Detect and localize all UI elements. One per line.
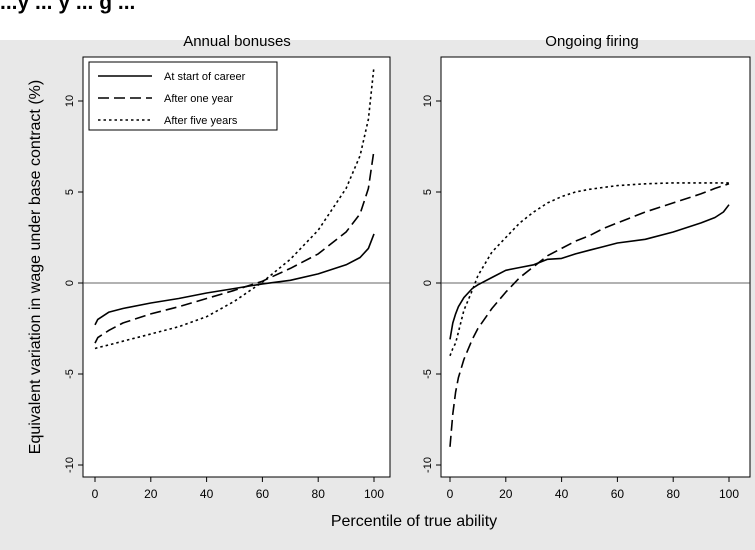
left-x-tick-label: 100 <box>364 487 384 501</box>
legend: At start of career After one year After fi… <box>89 62 277 130</box>
left-x-tick-label: 20 <box>144 487 158 501</box>
right-x-tick-label: 100 <box>719 487 739 501</box>
right-y-tick-label: 10 <box>422 95 434 107</box>
left-y-tick-label: 10 <box>64 95 76 107</box>
right-x-tick-label: 60 <box>611 487 625 501</box>
left-x-tick-label: 40 <box>200 487 214 501</box>
left-panel-title: Annual bonuses <box>183 33 291 50</box>
right-panel-title: Ongoing firing <box>545 33 638 50</box>
right-x-tick-label: 0 <box>447 487 454 501</box>
right-y-tick-label: 5 <box>422 189 434 195</box>
left-y-tick-label: 5 <box>64 189 76 195</box>
left-x-tick-label: 60 <box>256 487 270 501</box>
right-y-tick-label: -10 <box>422 457 434 473</box>
left-y-tick-label: 0 <box>64 280 76 286</box>
legend-label-at-start-of-career: At start of career <box>164 71 246 83</box>
right-x-tick-label: 40 <box>555 487 569 501</box>
left-y-tick-label: -10 <box>64 457 76 473</box>
left-x-tick-label: 80 <box>312 487 326 501</box>
left-y-tick-label: -5 <box>64 369 76 379</box>
left-x-tick-label: 0 <box>92 487 99 501</box>
x-axis-title: Percentile of true ability <box>331 513 497 530</box>
y-axis-title: Equivalent variation in wage under base … <box>27 80 44 454</box>
legend-label-after-one-year: After one year <box>164 93 233 105</box>
right-x-tick-label: 80 <box>667 487 681 501</box>
right-x-tick-label: 20 <box>499 487 513 501</box>
right-plot-area <box>441 57 750 477</box>
right-y-tick-label: -5 <box>422 369 434 379</box>
legend-label-after-five-years: After five years <box>164 115 238 127</box>
right-y-tick-label: 0 <box>422 280 434 286</box>
